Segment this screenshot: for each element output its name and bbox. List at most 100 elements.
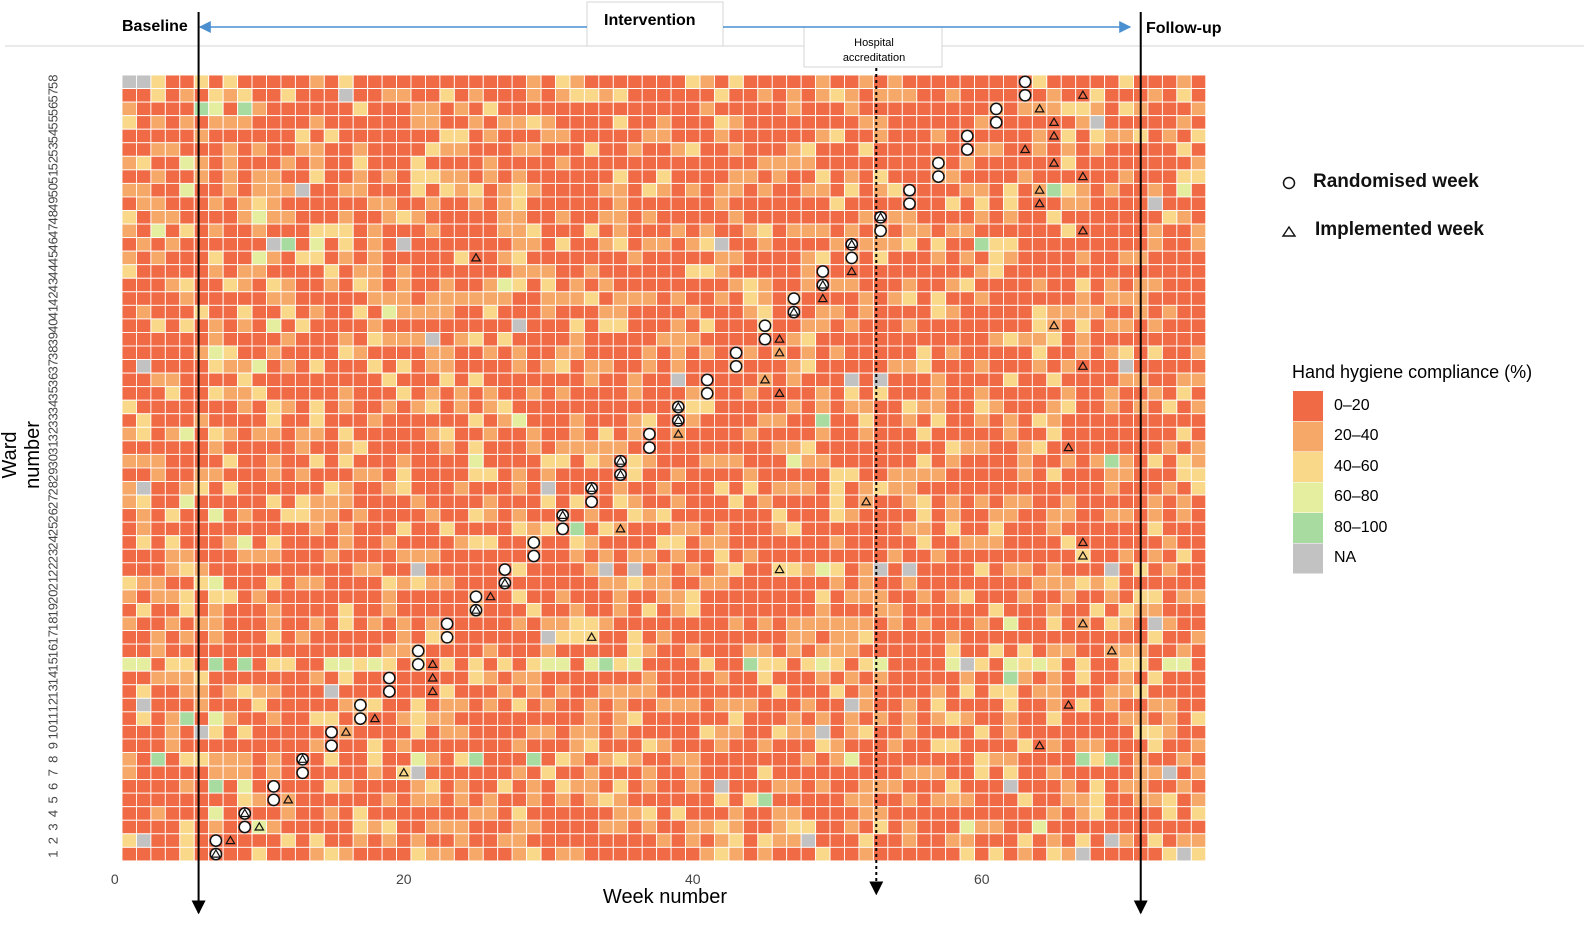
heatmap-cell bbox=[1075, 277, 1091, 293]
heatmap-cell bbox=[829, 670, 845, 686]
heatmap-cell bbox=[121, 359, 137, 374]
y-tick-label: 25 bbox=[46, 522, 61, 536]
heatmap-cell bbox=[150, 467, 166, 482]
heatmap-cell bbox=[251, 535, 267, 550]
heatmap-cell bbox=[497, 616, 513, 632]
heatmap-cell bbox=[323, 101, 340, 117]
heatmap-cell bbox=[164, 643, 181, 659]
heatmap-cell bbox=[1104, 115, 1120, 130]
heatmap-cell bbox=[583, 603, 600, 618]
heatmap-cell bbox=[670, 806, 686, 821]
heatmap-cell bbox=[193, 250, 210, 266]
heatmap-cell bbox=[1031, 575, 1048, 591]
heatmap-cell bbox=[251, 548, 267, 564]
heatmap-cell bbox=[815, 711, 831, 726]
heatmap-cell bbox=[179, 833, 195, 848]
heatmap-cell bbox=[670, 575, 686, 591]
heatmap-cell bbox=[497, 372, 513, 388]
heatmap-cell bbox=[800, 372, 817, 388]
heatmap-cell bbox=[410, 210, 426, 225]
heatmap-cell bbox=[815, 440, 831, 455]
heatmap-cell bbox=[222, 548, 239, 564]
heatmap-cell bbox=[540, 318, 556, 333]
heatmap-cell bbox=[988, 223, 1004, 239]
heatmap-cell bbox=[352, 535, 369, 550]
heatmap-cell bbox=[916, 399, 932, 415]
heatmap-cell bbox=[641, 819, 658, 835]
heatmap-cell bbox=[627, 548, 643, 564]
heatmap-cell bbox=[309, 264, 325, 279]
heatmap-cell bbox=[815, 657, 831, 672]
heatmap-cell bbox=[352, 74, 369, 90]
implemented-week-marker bbox=[1034, 198, 1045, 208]
heatmap-cell bbox=[294, 738, 311, 753]
heatmap-cell bbox=[974, 616, 990, 632]
heatmap-cell bbox=[916, 697, 932, 713]
heatmap-cell bbox=[858, 182, 874, 198]
heatmap-cell bbox=[237, 738, 253, 753]
heatmap-cell bbox=[294, 833, 311, 848]
heatmap-cell bbox=[453, 603, 470, 618]
heatmap-cell bbox=[901, 345, 918, 361]
heatmap-cell bbox=[396, 819, 412, 835]
heatmap-cell bbox=[410, 508, 426, 523]
heatmap-cell bbox=[685, 630, 701, 645]
heatmap-cell bbox=[1003, 481, 1019, 496]
heatmap-cell bbox=[1161, 711, 1178, 726]
heatmap-cell bbox=[742, 359, 759, 374]
heatmap-cell bbox=[916, 291, 932, 306]
heatmap-cell bbox=[569, 535, 585, 550]
heatmap-cell bbox=[656, 765, 672, 781]
heatmap-cell bbox=[728, 453, 744, 469]
heatmap-cell bbox=[410, 535, 426, 550]
heatmap-cell bbox=[425, 345, 441, 361]
heatmap-cell bbox=[396, 724, 412, 740]
heatmap-cell bbox=[323, 630, 340, 645]
heatmap-cell bbox=[858, 724, 874, 740]
heatmap-cell bbox=[771, 792, 788, 808]
heatmap-cell bbox=[771, 616, 788, 632]
heatmap-cell bbox=[786, 738, 802, 753]
heatmap-cell bbox=[1046, 359, 1062, 374]
heatmap-cell bbox=[266, 277, 282, 293]
heatmap-cell bbox=[1161, 630, 1178, 645]
heatmap-cell bbox=[135, 481, 152, 496]
heatmap-cell bbox=[685, 115, 701, 130]
heatmap-cell bbox=[1060, 670, 1077, 686]
heatmap-cell bbox=[800, 359, 817, 374]
implemented-week-marker bbox=[557, 510, 568, 520]
heatmap-cell bbox=[439, 142, 455, 157]
heatmap-cell bbox=[266, 589, 282, 604]
heatmap-cell bbox=[916, 182, 932, 198]
heatmap-cell bbox=[1176, 643, 1192, 659]
heatmap-cell bbox=[237, 481, 253, 496]
heatmap-cell bbox=[555, 169, 571, 184]
heatmap-cell bbox=[439, 657, 455, 672]
heatmap-cell bbox=[887, 345, 903, 361]
heatmap-cell bbox=[280, 806, 296, 821]
heatmap-cell bbox=[164, 115, 181, 130]
heatmap-cell bbox=[497, 792, 513, 808]
heatmap-cell bbox=[1190, 846, 1207, 862]
heatmap-cell bbox=[309, 413, 325, 428]
heatmap-cell bbox=[771, 250, 788, 266]
heatmap-cell bbox=[916, 277, 932, 293]
heatmap-cell bbox=[844, 115, 860, 130]
heatmap-cell bbox=[425, 155, 441, 171]
heatmap-cell bbox=[1161, 562, 1178, 577]
implemented-week-marker bbox=[1077, 360, 1089, 370]
heatmap-cell bbox=[1104, 332, 1120, 347]
heatmap-cell bbox=[916, 508, 932, 523]
heatmap-cell bbox=[179, 684, 195, 699]
heatmap-cell bbox=[1089, 386, 1106, 401]
heatmap-cell bbox=[193, 142, 210, 157]
heatmap-cell bbox=[323, 833, 340, 848]
heatmap-cell bbox=[728, 792, 744, 808]
heatmap-cell bbox=[150, 182, 166, 198]
heatmap-cell bbox=[164, 467, 181, 482]
heatmap-cell bbox=[612, 210, 629, 225]
heatmap-cell bbox=[425, 453, 441, 469]
heatmap-cell bbox=[468, 630, 484, 645]
heatmap-cell bbox=[1161, 670, 1178, 686]
heatmap-cell bbox=[583, 711, 600, 726]
